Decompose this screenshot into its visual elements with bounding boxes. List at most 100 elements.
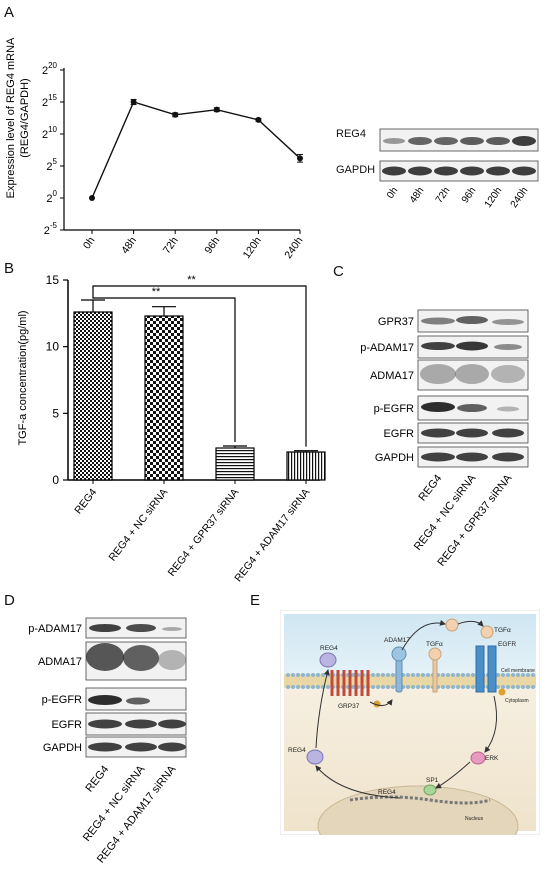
label-reg4-left: REG4 [288,747,306,754]
label-cytoplasm: Cytoplasm [505,698,529,704]
blot-a-lane-label: 240h [509,185,531,210]
chart-a-point [255,116,262,123]
lipid-head [406,685,410,689]
sp1-protein [423,784,437,796]
blot-a-label-gapdh: GAPDH [336,164,376,176]
lipid-head [496,685,500,689]
lipid-head [471,685,475,689]
lipid-head [466,685,470,689]
chart-b-ytick-label: 0 [52,473,59,487]
chart-b-xtick-label: REG4 [72,486,99,516]
lipid-head [351,685,355,689]
blot-c-row-label: p-EGFR [374,403,414,415]
lipid-head [451,673,455,677]
chart-b-xtick-label: REG4 + NC siRNA [106,486,170,563]
blot-d-row-label: ADMA17 [38,656,82,668]
chart-a-ytick-label: 220 [42,61,58,77]
lipid-head [531,685,535,689]
blot-c-row-label: ADMA17 [370,370,414,382]
blot-a-lane-label: 72h [434,185,453,205]
chart-a-ytick-label: 25 [46,157,57,173]
lipid-head [501,685,505,689]
chart-b-bar [73,311,113,481]
lipid-head [506,673,510,677]
lipid-head [306,685,310,689]
blot-d-row-label: p-EGFR [42,694,82,706]
chart-b-ytick-label: 5 [52,406,59,420]
chart-a-xtick-label: 48h [119,235,139,256]
chart-a-xtick-label: 72h [161,235,181,256]
blot-a-lane-label: 96h [460,185,479,205]
chart-b-xtick-label: REG4 + GPR37 siRNA [166,486,242,578]
lipid-head [391,673,395,677]
chart-b-significance-bracket [92,296,236,442]
lipid-head [421,685,425,689]
lipid-head [286,685,290,689]
lipid-head [286,673,290,677]
chart-b-bar [286,451,326,481]
lipid-head [406,673,410,677]
blot-c-row-label: GAPDH [375,452,414,464]
phospho-dot-2 [498,688,506,696]
blot-d: p-ADAM17 ADMA17 p-EGFR EGFR GAPDH REG4 REG4 +… [0,612,250,866]
chart-a-ytick-label: 210 [42,125,58,141]
chart-a-ytick-label: 215 [42,93,58,109]
chart-a-point [130,99,137,105]
chart-b-bar [215,447,255,481]
blot-c-row-label: GPR37 [378,316,414,328]
lipid-head [426,685,430,689]
blot-c-row-label: EGFR [383,428,414,440]
label-tgfa-top: TGFα [494,627,511,634]
label-membrane: Cell membrane [501,668,535,674]
lipid-head [466,673,470,677]
lipid-head [456,673,460,677]
blot-a-lane-label: 120h [483,185,505,210]
panel-letter-c: C [333,263,344,280]
cell-membrane [284,673,536,689]
blot-c-row-label: p-ADAM17 [360,342,414,354]
lipid-head [511,673,515,677]
lipid-head [496,673,500,677]
lipid-head [441,673,445,677]
lipid-head [516,685,520,689]
lipid-head [381,685,385,689]
chart-b-xtick-label: REG4 + ADAM17 siRNA [232,486,312,584]
chart-a-xtick-label: 120h [241,235,264,260]
blot-c-row-box [417,359,529,391]
panel-letter-d: D [4,592,15,609]
blot-c-lane-label: REG4 + NC siRNA [412,472,479,553]
lipid-head [451,685,455,689]
lipid-head [441,685,445,689]
reg4-secreted [306,749,324,765]
lipid-head [521,673,525,677]
erk-protein [470,751,486,765]
lipid-head [426,673,430,677]
tgfa-released [445,618,459,632]
adam17-protein [395,659,403,693]
chart-a-xtick-label: 0h [81,235,98,252]
label-sp1: SP1 [426,777,439,784]
lipid-head [386,685,390,689]
lipid-head [351,673,355,677]
lipid-head [446,673,450,677]
adam17-head [391,646,407,662]
bar-chart-tgfa: TGF-a concentration(pg/ml) 0 5 10 15 REG4 RE… [17,273,326,584]
lipid-head [446,685,450,689]
lipid-head [306,673,310,677]
lipid-head [531,673,535,677]
chart-b-significance-bracket [92,285,307,447]
chart-a-ylabel-line1: Expression level of REG4 mRNA [5,37,17,198]
lipid-head [471,673,475,677]
blot-c-image: GPR37 p-ADAM17 ADMA17 p-EGFR EGFR GAPDH REG4R… [360,309,529,569]
lipid-head [416,673,420,677]
chart-a-ylabel-line2: (REG4/GAPDH) [19,78,31,157]
lipid-head [411,685,415,689]
chart-b-significance-label: ** [187,274,196,286]
lipid-head [521,685,525,689]
line-chart-reg4-mrna: Expression level of REG4 mRNA (REG4/GAPD… [5,37,306,260]
lipid-head [376,673,380,677]
blot-d-lane-label: REG4 [83,763,111,794]
lipid-head [291,685,295,689]
lipid-head [516,673,520,677]
